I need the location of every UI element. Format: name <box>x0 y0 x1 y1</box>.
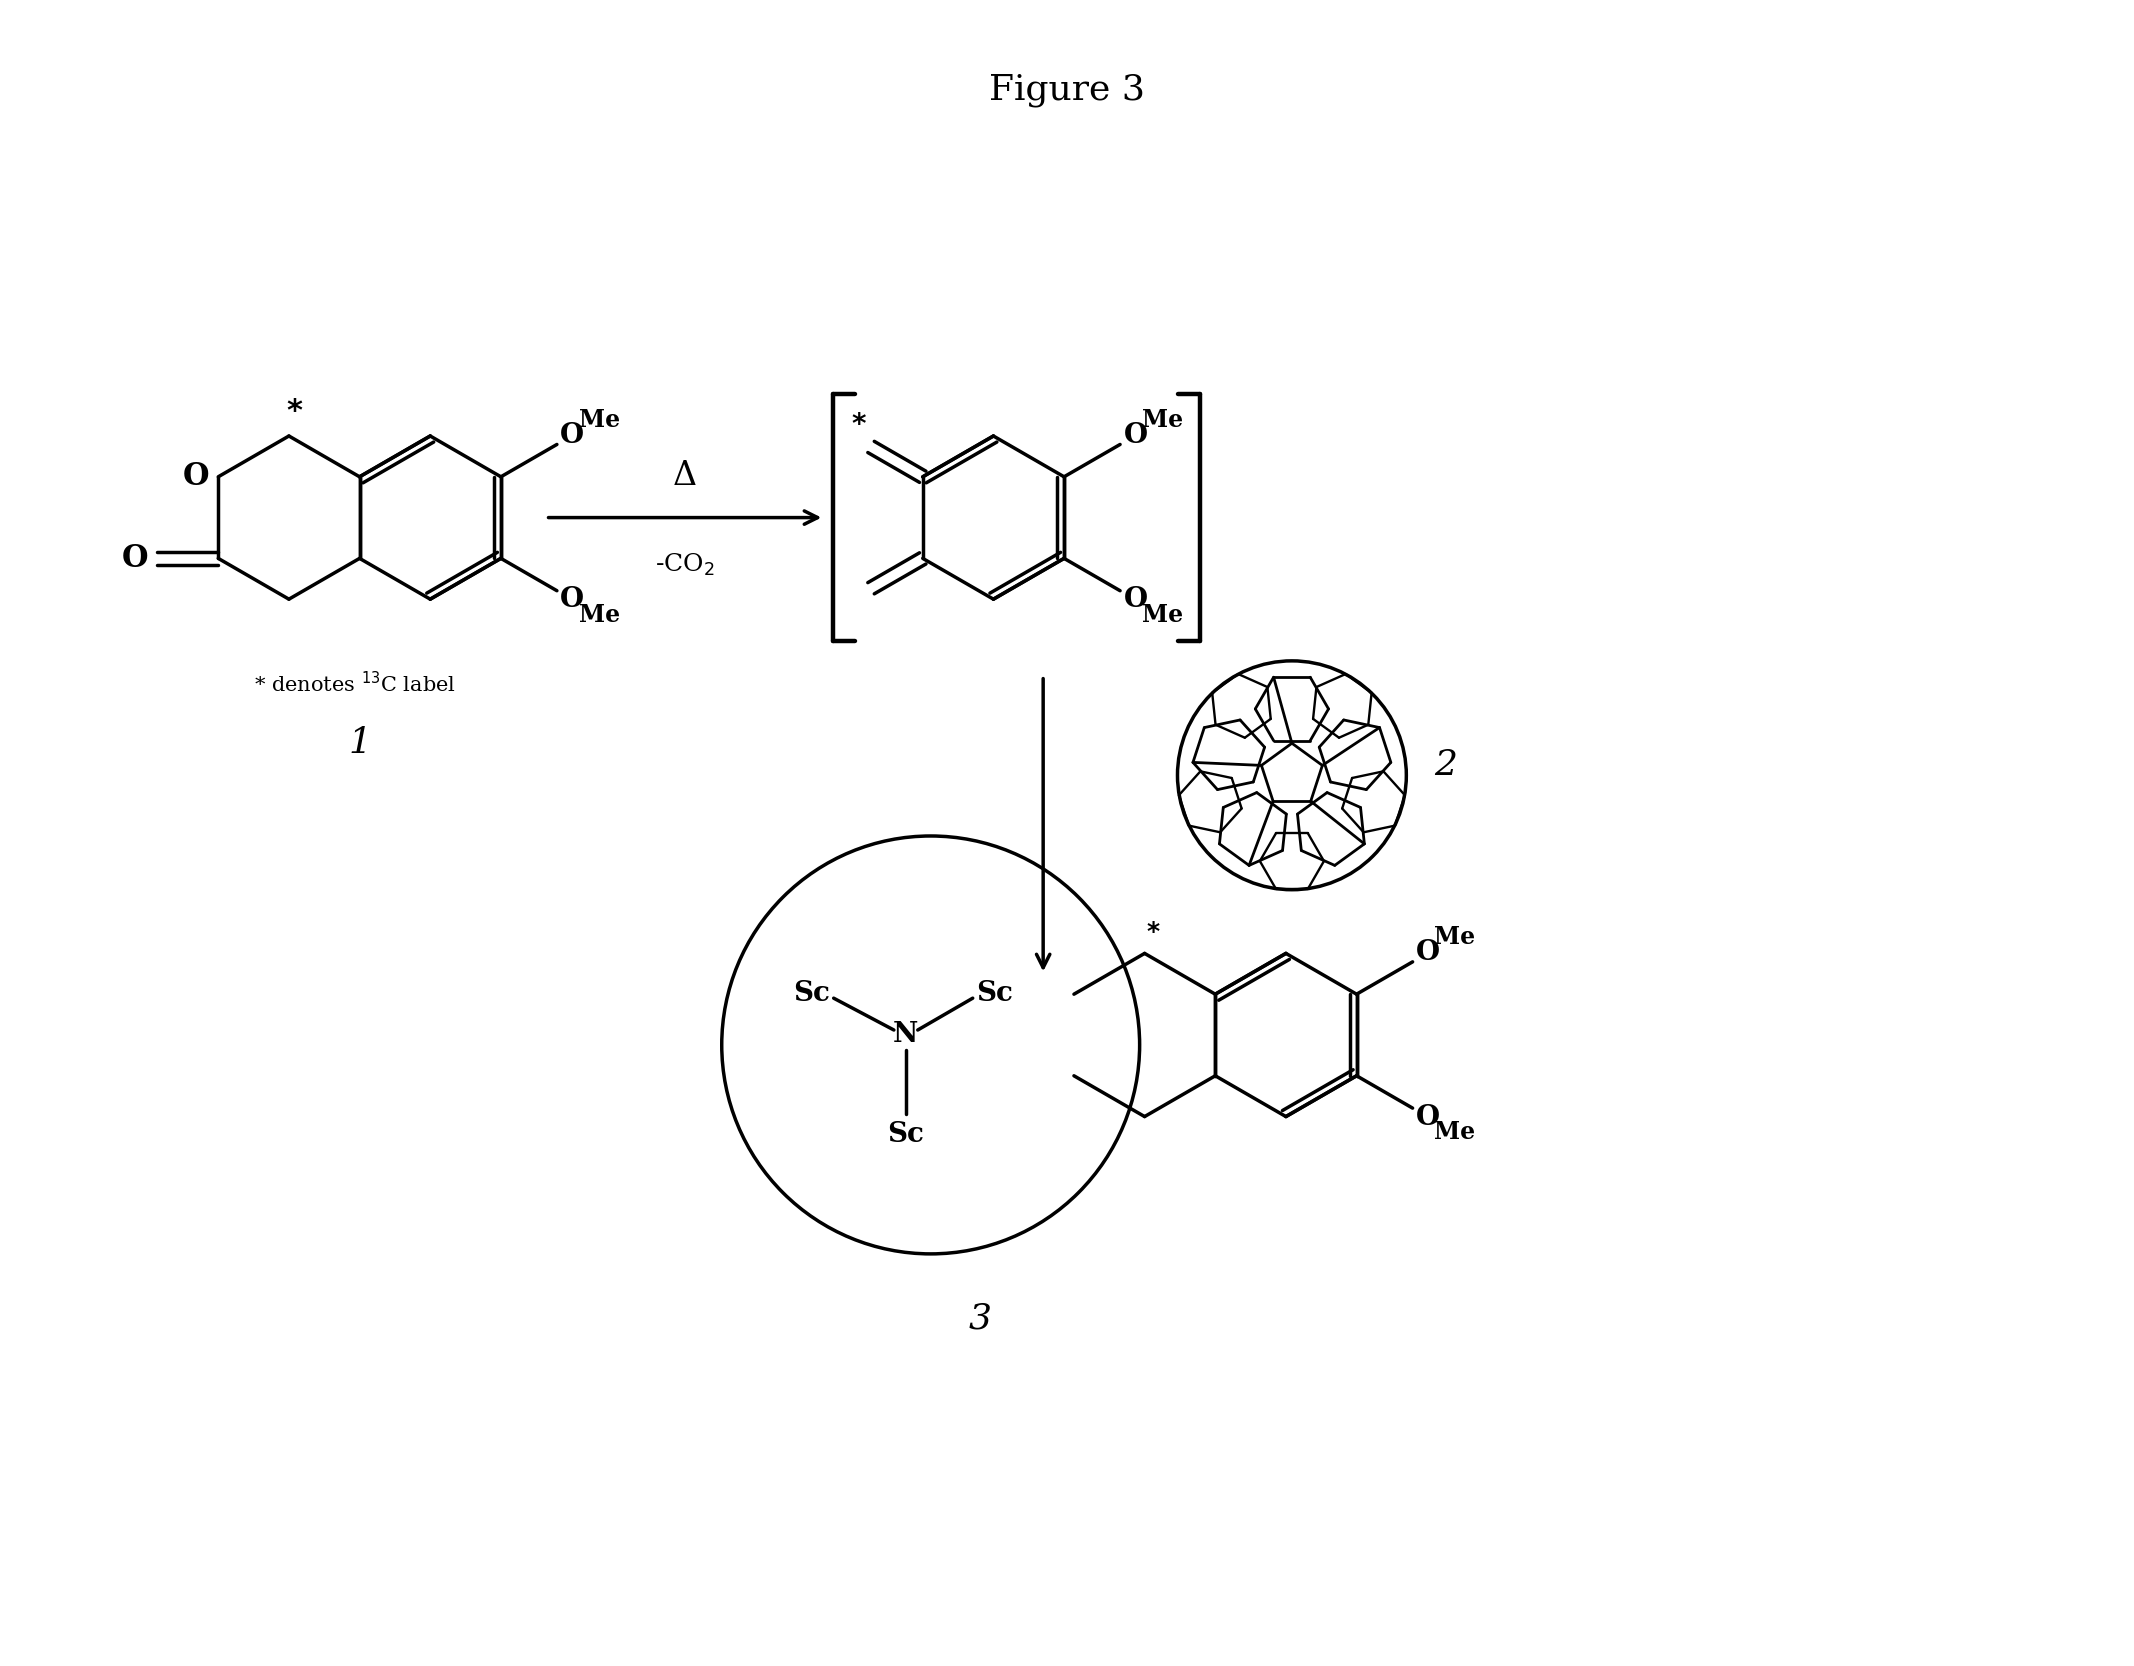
Text: N: N <box>894 1021 918 1048</box>
Text: * denotes $^{13}$C label: * denotes $^{13}$C label <box>254 671 457 696</box>
Text: Figure 3: Figure 3 <box>988 73 1146 107</box>
Text: Me: Me <box>1434 1121 1475 1145</box>
Text: Sc: Sc <box>888 1121 924 1148</box>
Text: Δ: Δ <box>672 460 698 491</box>
Text: *: * <box>1146 920 1159 943</box>
Text: -CO$_2$: -CO$_2$ <box>655 551 715 578</box>
Text: O: O <box>184 461 209 491</box>
Text: Me: Me <box>578 408 619 431</box>
Text: Me: Me <box>578 603 619 626</box>
Text: *: * <box>851 412 866 440</box>
Text: O: O <box>561 421 585 450</box>
Text: O: O <box>122 543 147 573</box>
Text: Me: Me <box>1434 926 1475 950</box>
Text: *: * <box>286 397 301 425</box>
Text: Me: Me <box>1142 408 1182 431</box>
Text: O: O <box>1417 940 1440 966</box>
Text: 1: 1 <box>348 726 371 760</box>
Text: O: O <box>561 586 585 613</box>
Text: O: O <box>1122 421 1148 450</box>
Text: O: O <box>1417 1103 1440 1131</box>
Text: 3: 3 <box>969 1301 992 1336</box>
Text: O: O <box>1122 586 1148 613</box>
Text: Sc: Sc <box>794 980 830 1006</box>
Text: Me: Me <box>1142 603 1182 626</box>
Text: Sc: Sc <box>975 980 1014 1006</box>
Text: 2: 2 <box>1434 748 1458 783</box>
